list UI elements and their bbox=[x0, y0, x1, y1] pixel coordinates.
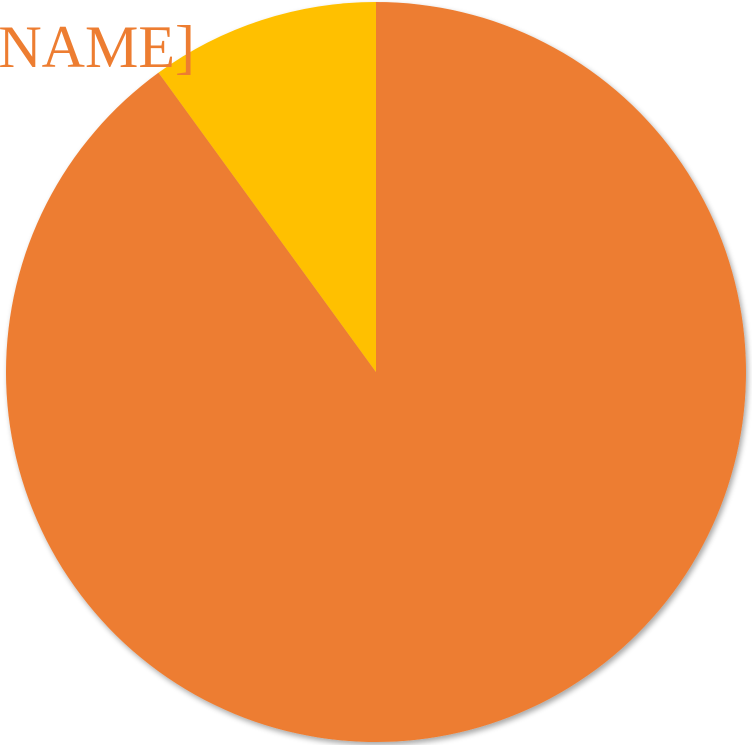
pie-slice-2 bbox=[158, 2, 376, 372]
chart-title: [NAME] bbox=[0, 14, 195, 80]
chart-title-text: [NAME] bbox=[0, 14, 195, 80]
pie-slices bbox=[5, 2, 746, 742]
pie-slice-1 bbox=[5, 2, 746, 742]
